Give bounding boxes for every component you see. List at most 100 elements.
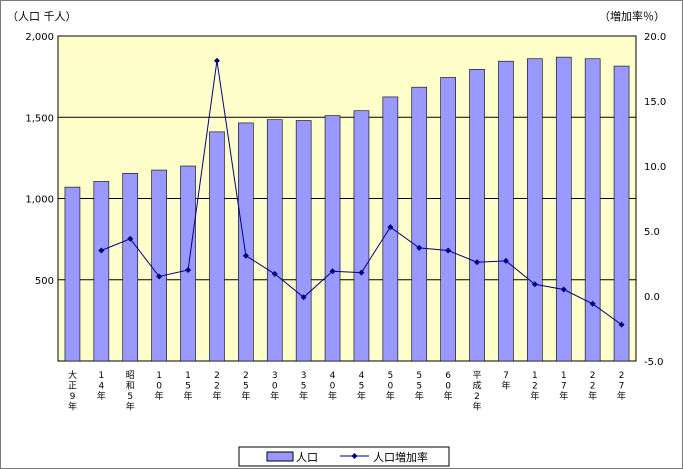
population-bar (613, 65, 630, 362)
growth-rate-point (242, 252, 249, 259)
x-tick-label: 4 (330, 371, 336, 381)
population-bar (469, 69, 485, 362)
x-tick-label: 平 (473, 370, 482, 381)
population-bar (584, 58, 601, 362)
growth-rate-point (416, 244, 423, 251)
y-left-tick-label: 500 (35, 276, 54, 287)
y-left-tick-label: 2,000 (25, 32, 54, 43)
population-bar (324, 115, 341, 362)
growth-rate-point (329, 268, 336, 275)
x-tick-label: 5 (301, 382, 307, 392)
population-bar (151, 169, 167, 362)
x-tick-label: 3 (272, 371, 278, 381)
population-bar (295, 120, 312, 362)
y-left-tick-label: 1,500 (25, 113, 54, 124)
bar-series-population (64, 56, 630, 362)
y-axis-right: -5.0 0.0 5.0 10.0 15.0 20.0 (644, 32, 666, 368)
x-tick-label: 2 (214, 371, 220, 381)
population-bar (353, 110, 370, 362)
x-tick-label: 0 (387, 382, 393, 392)
y-left-tick-label: 1,000 (25, 195, 54, 206)
y-right-tick-label: 5.0 (644, 227, 660, 238)
population-bar (440, 77, 456, 362)
x-tick-label: 年 (97, 390, 106, 402)
population-bar (527, 58, 543, 362)
x-tick-label: 6 (445, 371, 451, 381)
x-tick-label: 3 (301, 371, 307, 381)
x-tick-label: 年 (617, 390, 626, 402)
legend-diamond-marker (351, 453, 358, 459)
x-tick-label: 年 (386, 390, 395, 402)
growth-rate-point (445, 247, 452, 254)
x-tick-label: 年 (299, 390, 308, 402)
x-tick-label: 1 (561, 371, 567, 381)
growth-rate-point (502, 257, 509, 264)
population-bar (555, 56, 572, 362)
x-tick-label: 5 (416, 371, 422, 381)
x-tick-label: 年 (126, 401, 135, 413)
x-tick-label: 年 (68, 401, 77, 413)
x-tick-label: 正 (68, 382, 77, 392)
x-tick-label: 7 (561, 382, 567, 392)
population-bar (122, 173, 139, 362)
x-tick-label: 9 (70, 392, 76, 402)
x-tick-label: 5 (127, 392, 133, 402)
y-right-tick-label: 15.0 (644, 97, 666, 108)
growth-rate-point (300, 294, 307, 301)
x-tick-label: 年 (155, 390, 164, 402)
growth-rate-point (589, 300, 596, 307)
population-bar (266, 119, 283, 362)
x-tick-label: 2 (590, 382, 596, 392)
growth-rate-point (560, 286, 567, 293)
x-tick-label: 5 (387, 371, 393, 381)
legend: 人口 人口増加率 (238, 446, 450, 467)
x-tick-label: 5 (185, 382, 191, 392)
growth-rate-point (213, 57, 220, 64)
y-right-tick-label: 0.0 (644, 292, 660, 303)
growth-rate-point (618, 321, 625, 328)
x-axis-categories: 大正9年14年昭和5年10年15年22年25年30年35年40年45年50年55… (68, 369, 626, 413)
x-tick-label: 年 (357, 390, 366, 402)
x-tick-label: 大 (68, 369, 77, 381)
x-tick-label: 1 (156, 371, 162, 381)
population-bar (180, 165, 196, 362)
x-tick-label: 7 (619, 382, 625, 392)
x-tick-label: 年 (184, 390, 193, 402)
growth-rate-point (271, 270, 278, 277)
population-bar (64, 186, 81, 362)
population-bar (93, 181, 110, 362)
growth-rate-point (358, 269, 365, 276)
x-tick-label: 4 (98, 382, 104, 392)
growth-rate-point (98, 247, 105, 254)
growth-rate-point (531, 281, 538, 288)
x-tick-label: 年 (270, 390, 279, 402)
x-tick-label: 年 (241, 390, 250, 402)
growth-rate-point (185, 267, 192, 273)
line-series-growth-rate (98, 57, 625, 328)
x-tick-label: 1 (98, 371, 104, 381)
x-tick-label: 1 (532, 371, 538, 381)
population-bar (411, 86, 428, 362)
x-tick-label: 成 (473, 380, 482, 392)
population-bar (498, 60, 514, 362)
x-tick-label: 2 (619, 371, 625, 381)
growth-rate-point (156, 273, 163, 280)
y-left-unit-label: （人口 千人） (7, 10, 77, 23)
x-tick-label: 年 (559, 390, 568, 402)
x-tick-label: 年 (328, 390, 337, 402)
x-tick-label: 年 (588, 390, 597, 402)
x-tick-label: 0 (156, 382, 162, 392)
x-tick-label: 0 (272, 382, 278, 392)
legend-bar-swatch (266, 451, 294, 462)
growth-rate-point (474, 259, 481, 266)
x-tick-label: 7 (503, 371, 509, 381)
x-tick-label: 2 (532, 382, 538, 392)
x-tick-label: 1 (185, 371, 191, 381)
x-tick-label: 2 (474, 392, 480, 402)
x-tick-label: 年 (212, 390, 221, 402)
population-bar (209, 131, 225, 362)
x-tick-label: 4 (359, 371, 365, 381)
x-tick-label: 年 (444, 390, 453, 402)
